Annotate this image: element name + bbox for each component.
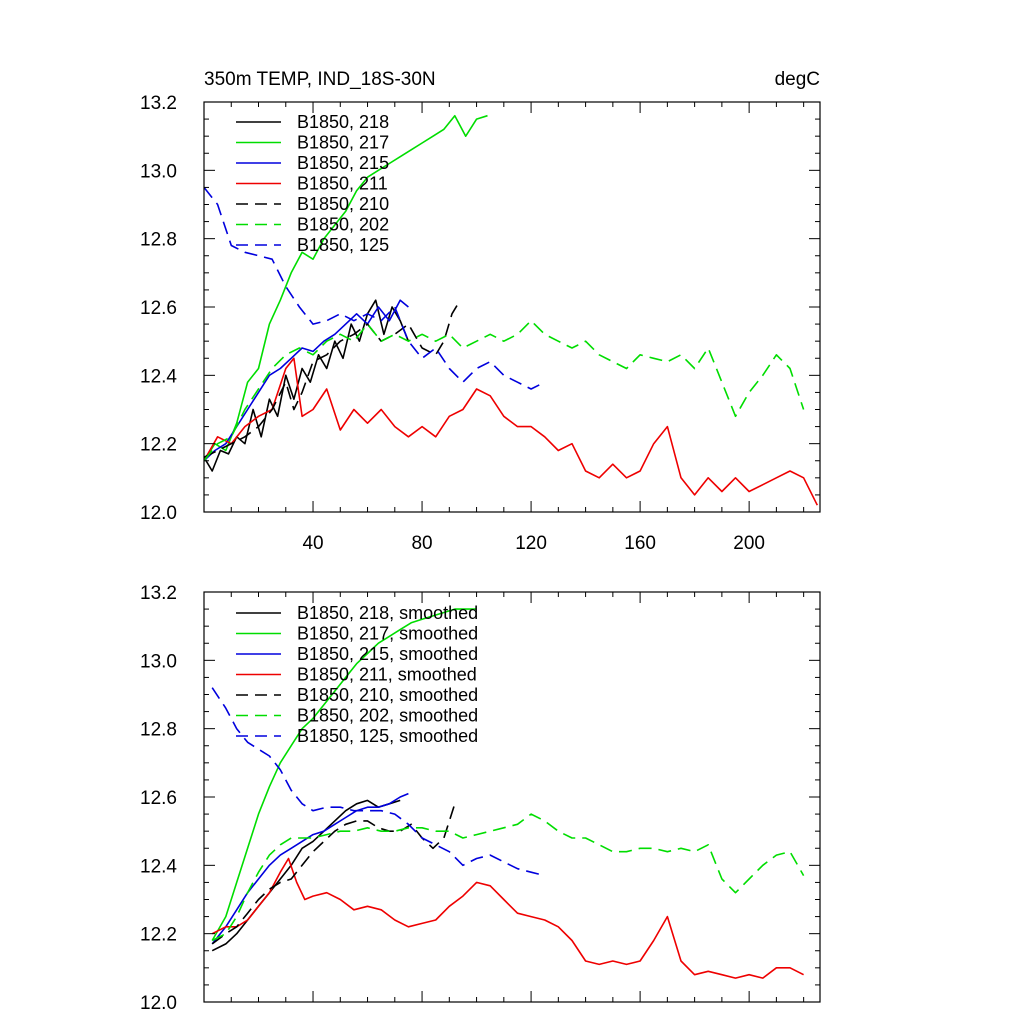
legend-entry: B1850, 202 [297, 215, 389, 235]
y-tick-label: 12.2 [140, 435, 177, 456]
series-line-4 [204, 299, 461, 459]
legend-entry: B1850, 217 [297, 133, 389, 153]
series-line-5 [211, 813, 805, 942]
y-tick-label: 12.0 [140, 993, 177, 1014]
chart-title: 350m TEMP, IND_18S-30N [204, 69, 436, 90]
legend-entry: B1850, 125 [297, 235, 389, 255]
series-line-1 [204, 114, 488, 462]
series-line-1 [211, 608, 477, 941]
legend-entry: B1850, 211 [297, 174, 388, 194]
legend-entry: B1850, 215 [297, 153, 389, 173]
y-tick-label: 13.2 [140, 583, 177, 604]
series-line-6 [211, 687, 545, 877]
y-tick-label: 13.0 [140, 161, 177, 182]
x-tick-label: 40 [302, 533, 323, 554]
bottom-panel: 12.0 12.2 12.4 12.6 12.8 13.0 13.2 B1850, 218, … [140, 583, 821, 1014]
y-tick-label: 12.4 [140, 856, 177, 877]
x-tick-label: 200 [733, 533, 765, 554]
x-tick-label: 160 [624, 533, 656, 554]
series-line-3 [211, 857, 804, 979]
legend-entry: B1850, 202, smoothed [297, 706, 478, 726]
legend-entry: B1850, 217, smoothed [297, 624, 478, 644]
y-tick-label: 12.0 [140, 503, 177, 524]
legend-entry: B1850, 210, smoothed [297, 685, 478, 705]
legend-entry: B1850, 125, smoothed [297, 726, 478, 746]
series-group [204, 114, 819, 506]
y-tick-label: 12.8 [140, 720, 177, 741]
series-line-0 [211, 799, 401, 952]
series-group [211, 608, 805, 979]
y-tick-label: 12.6 [140, 788, 177, 809]
units-label: degC [775, 69, 820, 90]
legend-entry: B1850, 218, smoothed [297, 603, 478, 623]
series-line-3 [204, 357, 819, 506]
y-tick-label: 12.8 [140, 230, 177, 251]
y-tick-label: 13.0 [140, 651, 177, 672]
series-line-6 [204, 186, 546, 390]
series-line-4 [211, 803, 456, 945]
series-line-2 [204, 299, 409, 462]
y-tick-label: 12.2 [140, 925, 177, 946]
legend-entry: B1850, 210 [297, 194, 389, 214]
legend-entry: B1850, 211, smoothed [297, 665, 477, 685]
y-tick-label: 12.4 [140, 366, 177, 387]
x-tick-label: 120 [515, 533, 547, 554]
series-line-0 [204, 299, 410, 472]
x-tick-label: 80 [411, 533, 432, 554]
legend-entry: B1850, 218 [297, 112, 389, 132]
series-line-5 [204, 319, 805, 462]
y-tick-label: 13.2 [140, 93, 177, 114]
top-panel: 40 80 120 160 200 12.0 12.2 12.4 12.6 12.8 13.0 13.… [140, 93, 821, 554]
y-tick-label: 12.6 [140, 298, 177, 319]
legend-entry: B1850, 215, smoothed [297, 644, 478, 664]
